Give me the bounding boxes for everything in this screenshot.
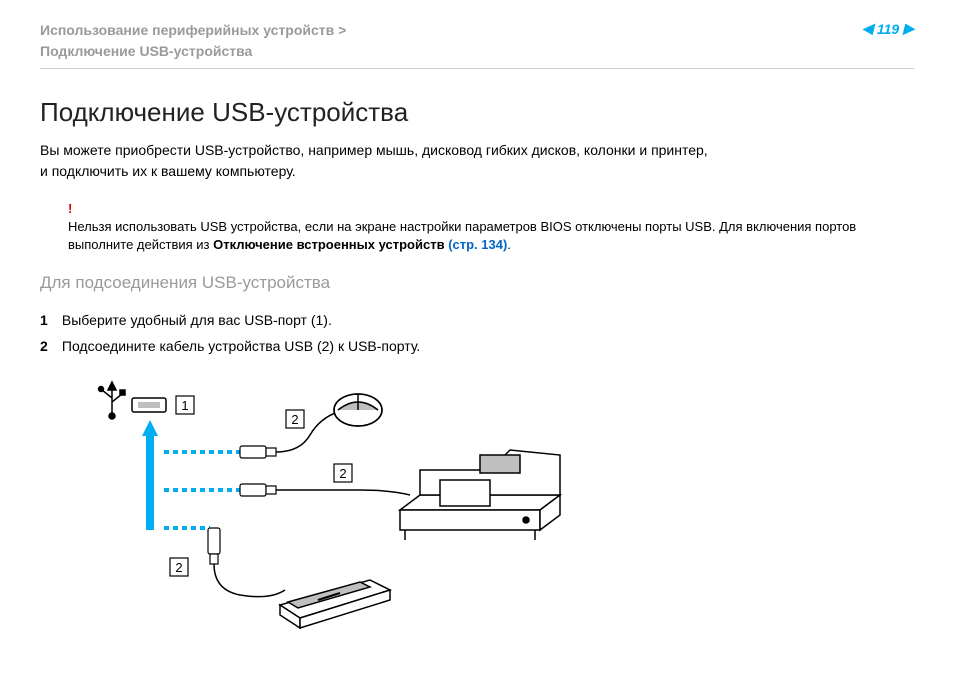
page-number: 119 <box>877 21 899 37</box>
next-arrow-icon[interactable]: ▶ <box>903 20 914 37</box>
diagram-label-2c: 2 <box>175 560 182 575</box>
prev-arrow-icon[interactable]: ◀ <box>862 20 873 37</box>
diagram-label-2a: 2 <box>291 412 298 427</box>
step-number: 2 <box>40 333 58 360</box>
warning-block: ! Нельзя использовать USB устройства, ес… <box>68 200 914 255</box>
diagram-label-1: 1 <box>181 398 188 413</box>
breadcrumb-line1: Использование периферийных устройств > <box>40 20 346 41</box>
step-text: Подсоедините кабель устройства USB (2) к… <box>62 338 420 354</box>
warning-icon: ! <box>68 201 72 216</box>
step-item: 1 Выберите удобный для вас USB-порт (1). <box>40 307 914 334</box>
intro-line2: и подключить их к вашему компьютеру. <box>40 161 914 182</box>
floppy-drive-icon <box>280 580 390 628</box>
usb-port-icon <box>132 398 166 412</box>
page-header: Использование периферийных устройств > П… <box>40 20 914 69</box>
step-item: 2 Подсоедините кабель устройства USB (2)… <box>40 333 914 360</box>
mouse-icon <box>334 394 382 426</box>
arrow-icon <box>142 420 158 530</box>
printer-icon <box>400 450 560 540</box>
steps-list: 1 Выберите удобный для вас USB-порт (1).… <box>40 307 914 360</box>
warning-end: . <box>507 237 511 252</box>
connection-diagram: 1 2 <box>70 380 914 645</box>
page-nav: ◀ 119 ▶ <box>862 20 914 37</box>
step-text: Выберите удобный для вас USB-порт (1). <box>62 312 332 328</box>
breadcrumb-line2: Подключение USB-устройства <box>40 41 346 62</box>
warning-bold: Отключение встроенных устройств <box>213 237 448 252</box>
intro-line1: Вы можете приобрести USB-устройство, нап… <box>40 140 914 161</box>
page-title: Подключение USB-устройства <box>40 97 914 128</box>
breadcrumb: Использование периферийных устройств > П… <box>40 20 346 62</box>
step-number: 1 <box>40 307 58 334</box>
intro-text: Вы можете приобрести USB-устройство, нап… <box>40 140 914 182</box>
subheading: Для подсоединения USB-устройства <box>40 273 914 293</box>
usb-symbol-icon <box>99 382 126 419</box>
diagram-label-2b: 2 <box>339 466 346 481</box>
warning-link[interactable]: (стр. 134) <box>448 237 507 252</box>
